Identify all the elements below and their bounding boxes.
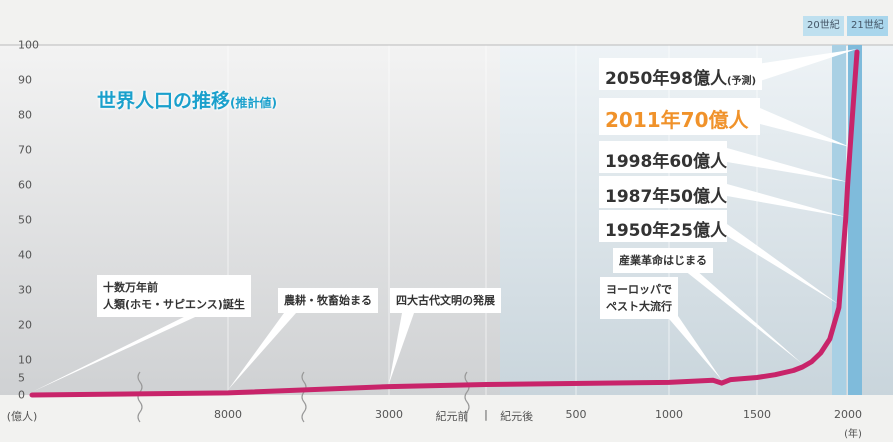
annotation-line: 十数万年前 <box>103 281 158 294</box>
chart-title: 世界人口の推移(推計値) <box>97 86 277 113</box>
annotation-plague: ヨーロッパで ペスト大流行 <box>600 277 678 319</box>
x-tick-label: 8000 <box>214 408 242 421</box>
y-tick-label: 100 <box>18 38 39 52</box>
callout-pointer <box>684 270 803 364</box>
x-tick-label: 紀元前 <box>435 410 469 423</box>
y-tick-label: 80 <box>18 108 32 122</box>
annotation-1987: 1987年50億人 <box>599 176 727 208</box>
century-21-label: 21世紀 <box>847 16 888 36</box>
x-axis-unit-label: (年) <box>844 429 862 440</box>
y-tick-label: 50 <box>18 213 32 227</box>
y-tick-label: 70 <box>18 143 32 157</box>
annotation-text: 2050年98億人 <box>605 69 727 89</box>
y-tick-label: 60 <box>18 178 32 192</box>
y-tick-label: 20 <box>18 318 32 332</box>
annotation-homo-sapiens: 十数万年前人類(ホモ・サピエンス)誕生 <box>97 275 251 317</box>
x-tick-label: | <box>484 408 488 421</box>
annotation-1950: 1950年25億人 <box>599 210 727 242</box>
annotation-line: 人類(ホモ・サピエンス)誕生 <box>103 298 245 311</box>
x-tick-label: 500 <box>565 408 587 421</box>
population-line <box>29 49 860 398</box>
century-20-label: 20世紀 <box>803 16 844 36</box>
x-tick-label: 3000 <box>375 408 403 421</box>
callout-pointer <box>727 148 848 182</box>
annotation-1998: 1998年60億人 <box>599 141 727 173</box>
chart-subtitle: (推計値) <box>230 96 277 110</box>
callout-pointer <box>664 313 722 381</box>
y-tick-label: 0 <box>18 388 25 402</box>
annotation-suffix: (予測) <box>726 76 757 87</box>
y-tick-label: 10 <box>18 353 32 367</box>
y-tick-label: 90 <box>18 73 32 87</box>
y-axis-unit-label: (億人) <box>6 410 38 423</box>
y-tick-label: 5 <box>18 371 25 384</box>
y-tick-label: 40 <box>18 248 32 262</box>
annotation-line: ペスト大流行 <box>606 300 672 313</box>
axis-break-icon <box>137 371 143 423</box>
callout-pointer <box>757 49 857 82</box>
annotation-agriculture: 農耕・牧畜始まる <box>278 288 378 313</box>
axis-break-icon <box>301 371 307 423</box>
callout-pointer <box>727 184 846 217</box>
annotation-industrial-revolution: 産業革命はじまる <box>613 248 713 273</box>
callout-pointer <box>760 108 850 147</box>
annotation-2011: 2011年70億人 <box>599 98 760 135</box>
x-tick-label: 1500 <box>743 408 771 421</box>
x-tick-label: 1000 <box>655 408 683 421</box>
x-tick-label: 2000 <box>834 408 862 421</box>
axis-break-icon <box>464 371 470 423</box>
callout-pointer <box>228 313 296 390</box>
annotation-line: ヨーロッパで <box>606 283 672 296</box>
x-tick-label: 紀元後 <box>500 410 534 423</box>
annotation-2050: 2050年98億人(予測) <box>599 58 763 90</box>
callout-pointer <box>727 224 839 305</box>
callout-pointer <box>389 313 414 384</box>
chart-title-text: 世界人口の推移 <box>97 90 231 112</box>
annotation-ancient-civilizations: 四大古代文明の発展 <box>390 288 501 313</box>
century-20-band <box>832 45 846 395</box>
callout-pointer <box>32 312 206 392</box>
y-tick-label: 30 <box>18 283 32 297</box>
